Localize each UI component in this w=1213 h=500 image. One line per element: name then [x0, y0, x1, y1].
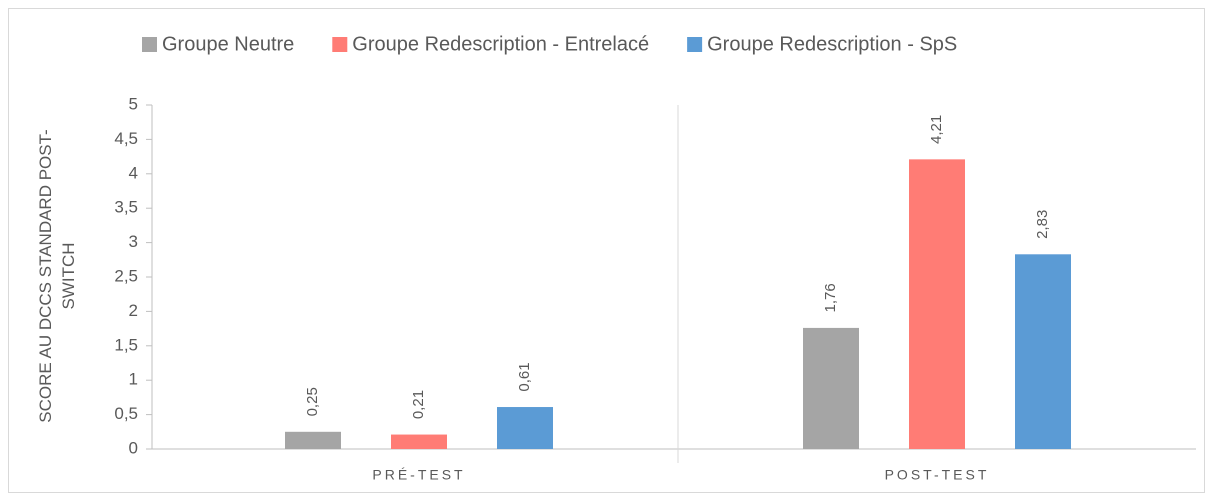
- value-label: 4,21: [928, 115, 945, 144]
- value-label: 0,61: [516, 362, 533, 391]
- y-tick-label: 0: [129, 438, 138, 457]
- y-tick-label: 1: [129, 370, 138, 389]
- bar: [909, 159, 965, 450]
- bar: [285, 431, 341, 449]
- y-axis-label: SCORE AU DCCS STANDARD POST-SWITCH: [36, 129, 78, 423]
- value-label: 1,76: [822, 283, 839, 312]
- y-tick-label: 5: [129, 94, 138, 113]
- y-tick-label: 2: [129, 301, 138, 320]
- y-tick-label: 3: [129, 232, 138, 251]
- x-tick-label: POST-TEST: [885, 467, 990, 483]
- legend-swatch: [332, 37, 348, 52]
- y-tick-label: 4,5: [114, 129, 138, 148]
- chart-border: [8, 8, 1205, 493]
- bar: [391, 434, 447, 449]
- bar: [803, 327, 859, 449]
- x-tick-label: PRÉ-TEST: [372, 467, 465, 483]
- y-tick-label: 4: [129, 163, 138, 182]
- legend-label: Groupe Neutre: [162, 33, 294, 55]
- y-tick-label: 1,5: [114, 335, 138, 354]
- value-label: 2,83: [1034, 210, 1051, 239]
- legend-label: Groupe Redescription - SpS: [707, 33, 957, 55]
- value-label: 0,21: [410, 390, 427, 419]
- value-label: 0,25: [304, 387, 321, 416]
- legend-label: Groupe Redescription - Entrelacé: [352, 33, 649, 55]
- y-tick-label: 3,5: [114, 198, 138, 217]
- y-tick-label: 2,5: [114, 266, 138, 285]
- legend-swatch: [142, 37, 157, 52]
- y-tick-label: 0,5: [114, 404, 138, 423]
- bar: [497, 407, 553, 449]
- legend-swatch: [687, 37, 703, 52]
- bar: [1015, 254, 1071, 449]
